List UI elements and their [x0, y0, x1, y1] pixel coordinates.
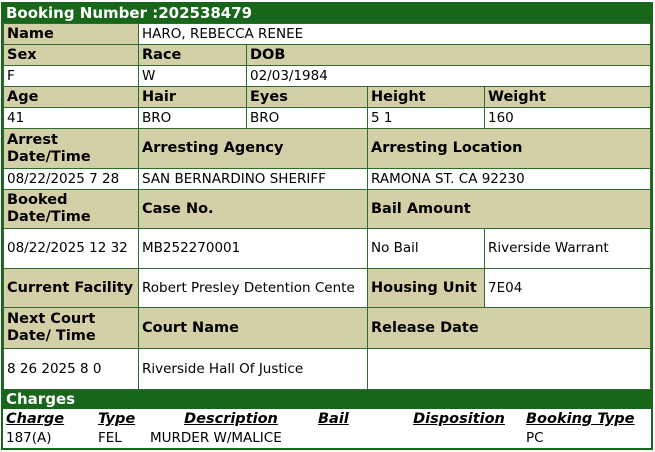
current-facility-label: Current Facility [3, 268, 139, 308]
booking-number-header: Booking Number :202538479 [3, 4, 651, 23]
sex-label: Sex [3, 44, 139, 66]
charges-table: Charge Type Description Bail Disposition… [3, 409, 651, 448]
court-name-label: Court Name [138, 307, 368, 349]
name-label: Name [3, 23, 139, 45]
bail-amount-value: No Bail [367, 228, 485, 269]
arrest-datetime-value: 08/22/2025 7 28 [3, 168, 139, 190]
next-court-value: 8 26 2025 8 0 [3, 348, 139, 390]
booking-type-column-header: Booking Type [526, 411, 635, 427]
current-facility-value: Robert Presley Detention Cente [138, 268, 368, 308]
race-label: Race [138, 44, 247, 66]
bail-amount-label: Bail Amount [367, 189, 651, 229]
booked-datetime-value: 08/22/2025 12 32 [3, 228, 139, 269]
case-no-value: MB252270001 [138, 228, 368, 269]
disposition-column-header: Disposition [413, 411, 505, 427]
race-value: W [138, 65, 247, 87]
charge-row: 187(A) FEL MURDER W/MALICE PC [3, 429, 651, 448]
arresting-location-value: RAMONA ST. CA 92230 [367, 168, 651, 190]
release-date-value [367, 348, 651, 390]
court-name-value: Riverside Hall Of Justice [138, 348, 368, 390]
charges-header: Charges [3, 390, 651, 409]
weight-value: 160 [484, 107, 651, 129]
dob-label: DOB [246, 44, 651, 66]
charge-code: 187(A) [6, 430, 52, 446]
eyes-value: BRO [246, 107, 368, 129]
hair-label: Hair [138, 86, 247, 108]
eyes-label: Eyes [246, 86, 368, 108]
arresting-agency-label: Arresting Agency [138, 128, 368, 169]
release-date-label: Release Date [367, 307, 651, 349]
description-column-header: Description [184, 411, 278, 427]
age-value: 41 [3, 107, 139, 129]
charge-description: MURDER W/MALICE [150, 430, 282, 446]
weight-label: Weight [484, 86, 651, 108]
age-label: Age [3, 86, 139, 108]
charge-booking-type: PC [526, 430, 544, 446]
arrest-datetime-label: Arrest Date/Time [3, 128, 139, 169]
bail-note-value: Riverside Warrant [484, 228, 651, 269]
arresting-agency-value: SAN BERNARDINO SHERIFF [138, 168, 368, 190]
name-value: HARO, REBECCA RENEE [138, 23, 651, 45]
charge-bail [315, 429, 395, 448]
bail-column-header: Bail [318, 411, 349, 427]
charge-column-header: Charge [6, 411, 65, 427]
booked-datetime-label: Booked Date/Time [3, 189, 139, 229]
hair-value: BRO [138, 107, 247, 129]
next-court-label: Next Court Date/ Time [3, 307, 139, 349]
height-value: 5 1 [367, 107, 485, 129]
charge-disposition [395, 429, 523, 448]
charge-type: FEL [98, 430, 122, 446]
type-column-header: Type [98, 411, 136, 427]
housing-unit-label: Housing Unit [367, 268, 485, 308]
dob-value: 02/03/1984 [246, 65, 651, 87]
booking-details-table: Name HARO, REBECCA RENEE Sex Race DOB F W 02/… [3, 23, 651, 390]
case-no-label: Case No. [138, 189, 368, 229]
arresting-location-label: Arresting Location [367, 128, 651, 169]
height-label: Height [367, 86, 485, 108]
housing-unit-value: 7E04 [484, 268, 651, 308]
sex-value: F [3, 65, 139, 87]
